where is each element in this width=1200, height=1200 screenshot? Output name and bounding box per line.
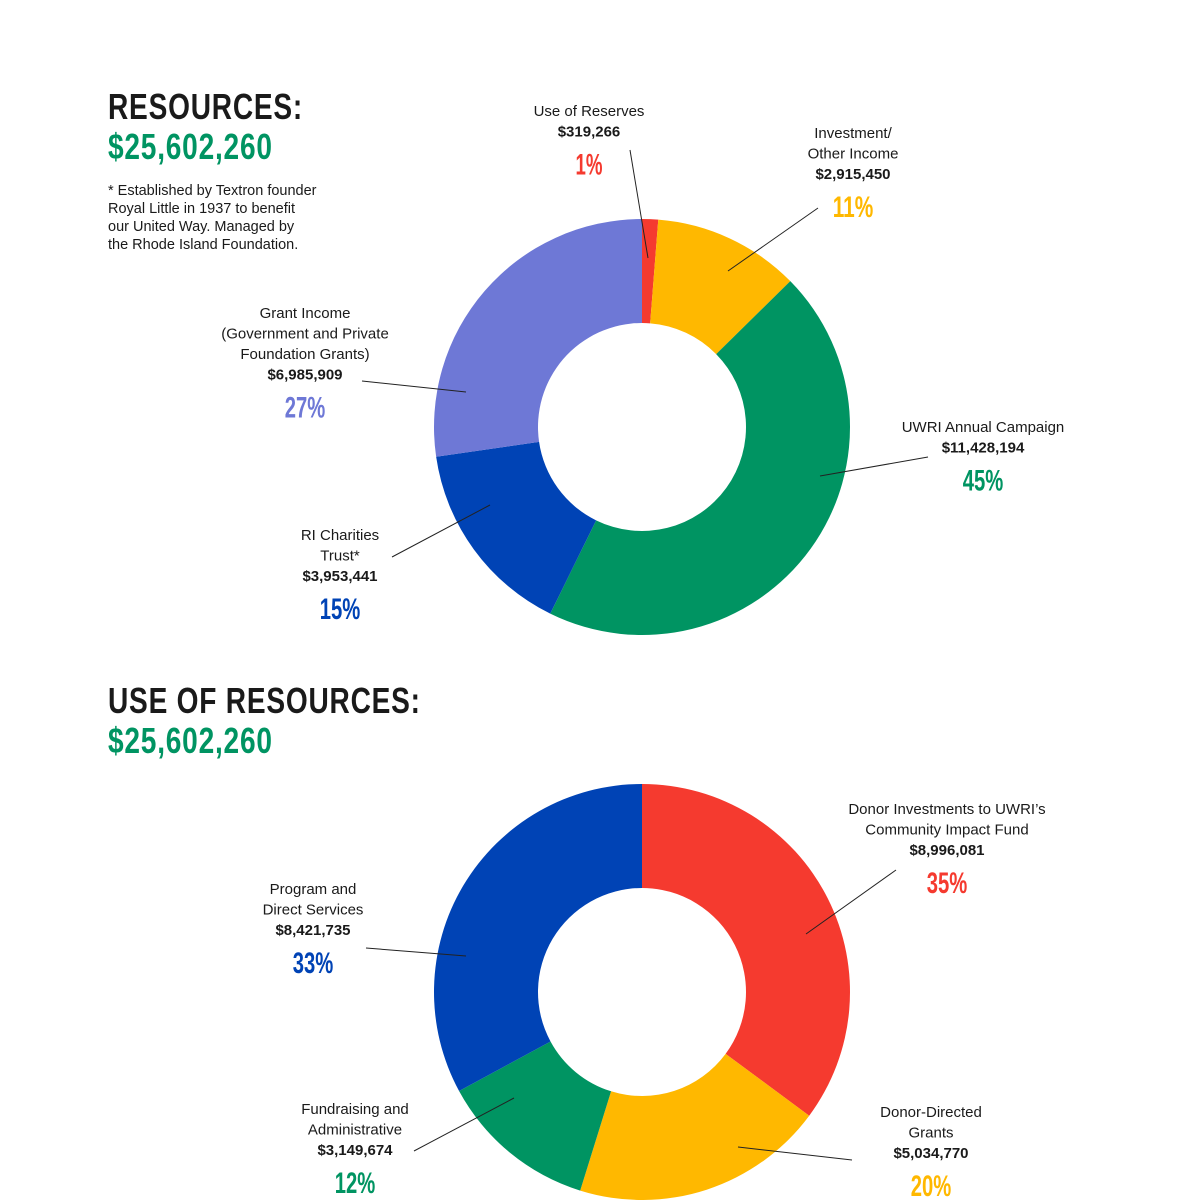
slice-label: Investment/ bbox=[814, 125, 892, 142]
slice-label: Use of Reserves bbox=[534, 103, 645, 120]
leader-line bbox=[727, 207, 819, 272]
slice-amount: $3,149,674 bbox=[317, 1142, 393, 1159]
donut-slice bbox=[650, 219, 791, 355]
slice-amount: $8,421,735 bbox=[275, 922, 350, 939]
uses-total: $25,602,260 bbox=[108, 720, 273, 761]
slice-amount: $11,428,194 bbox=[942, 440, 1025, 457]
donut-slice bbox=[459, 1041, 612, 1191]
donut-slice bbox=[550, 281, 851, 636]
slice-percent: 1% bbox=[576, 149, 603, 182]
slice-label: Grants bbox=[908, 1125, 953, 1142]
slice-label: Foundation Grants) bbox=[240, 346, 369, 363]
slice-percent: 20% bbox=[911, 1170, 952, 1200]
leader-line bbox=[391, 504, 491, 558]
leader-line bbox=[805, 869, 897, 935]
donut-slice bbox=[580, 1053, 810, 1200]
slice-amount: $6,985,909 bbox=[267, 367, 342, 384]
slice-label: Program and bbox=[270, 881, 357, 898]
slice-percent: 12% bbox=[335, 1167, 376, 1200]
slice-label: Direct Services bbox=[263, 902, 364, 919]
donut-slice bbox=[436, 441, 597, 614]
slice-percent: 33% bbox=[293, 947, 334, 980]
slice-amount: $2,915,450 bbox=[815, 166, 890, 183]
slice-label: Grant Income bbox=[260, 305, 351, 322]
uses-donut-chart: Donor Investments to UWRI’s Community Imp… bbox=[263, 784, 1046, 1200]
slice-label: Community Impact Fund bbox=[865, 822, 1028, 839]
donut-slice bbox=[642, 784, 851, 1116]
slice-percent: 11% bbox=[833, 191, 874, 224]
slice-label: Donor-Directed bbox=[880, 1104, 982, 1121]
leader-line bbox=[737, 1146, 853, 1161]
slice-percent: 45% bbox=[963, 465, 1004, 498]
slice-amount: $319,266 bbox=[558, 124, 621, 141]
slice-label: Other Income bbox=[808, 146, 899, 163]
resources-donut-chart: Use of Reserves $319,266 1% Investment/Othe… bbox=[221, 103, 1065, 636]
slice-label: Donor Investments to UWRI’s bbox=[848, 801, 1045, 818]
slice-label: Trust* bbox=[320, 548, 360, 565]
slice-amount: $5,034,770 bbox=[893, 1145, 968, 1162]
donut-slice bbox=[433, 219, 642, 457]
resources-total: $25,602,260 bbox=[108, 126, 273, 167]
slice-label: (Government and Private bbox=[221, 326, 389, 343]
footnote: * Established by Textron founder Royal L… bbox=[108, 183, 317, 253]
donut-slice bbox=[433, 784, 642, 1091]
slice-label: Fundraising and bbox=[301, 1101, 409, 1118]
slice-percent: 27% bbox=[285, 392, 326, 425]
leader-line bbox=[819, 456, 929, 477]
resources-heading: RESOURCES: bbox=[108, 86, 304, 127]
slice-amount: $8,996,081 bbox=[909, 842, 984, 859]
leader-line bbox=[629, 149, 649, 259]
slice-label: UWRI Annual Campaign bbox=[902, 419, 1065, 436]
leader-line bbox=[365, 947, 467, 957]
slice-amount: $3,953,441 bbox=[302, 568, 377, 585]
leader-line bbox=[361, 380, 467, 393]
slice-percent: 15% bbox=[320, 593, 361, 626]
slice-percent: 35% bbox=[927, 867, 968, 900]
leader-line bbox=[413, 1097, 515, 1152]
slice-label: Administrative bbox=[308, 1122, 402, 1139]
uses-heading: USE OF RESOURCES: bbox=[108, 680, 421, 721]
slice-label: RI Charities bbox=[301, 527, 379, 544]
